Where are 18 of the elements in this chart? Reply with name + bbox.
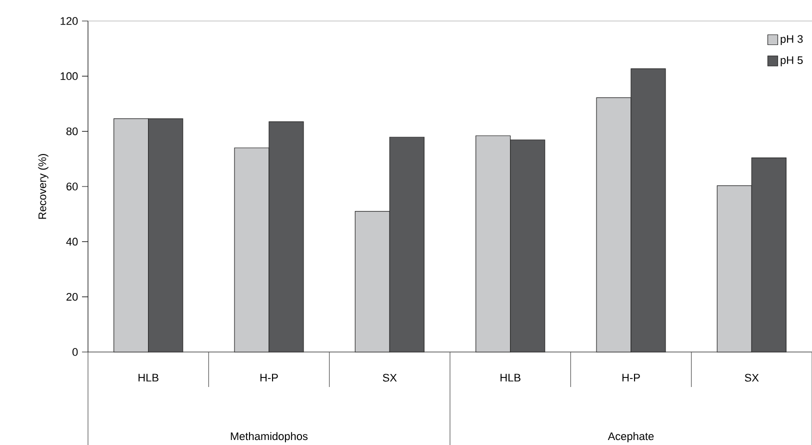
- x-tick-label: HLB: [500, 374, 520, 382]
- y-tick-label: 80: [66, 127, 78, 136]
- x-tick-label: SX: [744, 374, 759, 382]
- y-tick-label: 120: [60, 17, 78, 25]
- x-tick-label: HLB: [138, 374, 158, 382]
- x-tick-label: H-P: [260, 374, 278, 382]
- y-axis-title: Recovery (%): [38, 154, 48, 219]
- y-tick-label: 0: [72, 348, 78, 356]
- x-tick-label: H-P: [622, 374, 640, 382]
- y-tick-label: 60: [66, 182, 78, 190]
- text: Methamidophos: [230, 432, 308, 442]
- legend-label: pH 3: [780, 35, 803, 46]
- y-tick-label: 40: [66, 238, 78, 246]
- x-tick-label: SX: [382, 374, 397, 382]
- text: Acephate: [608, 432, 654, 442]
- y-tick-label: 20: [66, 292, 78, 301]
- legend-label: pH 5: [780, 56, 803, 66]
- y-tick-label: 100: [60, 72, 78, 80]
